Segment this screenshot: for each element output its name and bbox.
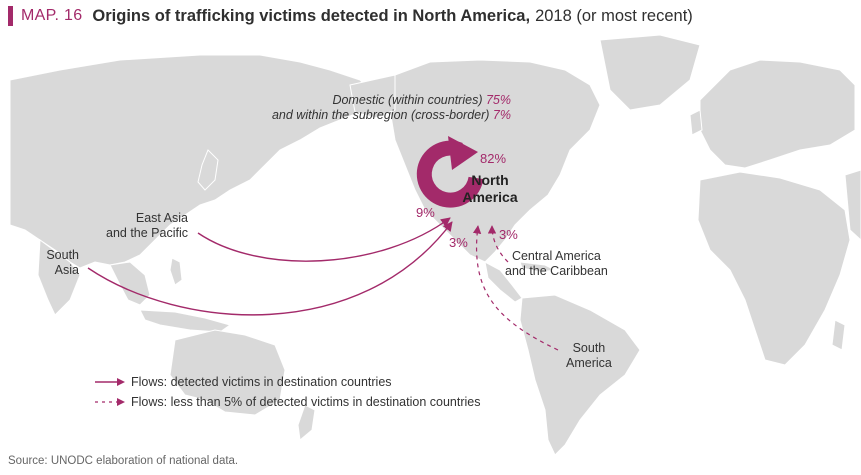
landmass-australia: [169, 329, 286, 416]
landmass-philippines: [169, 257, 183, 286]
landmass-north-america: [389, 59, 601, 263]
south-america-line1: South: [572, 341, 606, 355]
landmass-greenland: [599, 34, 701, 111]
legend-solid-label: Flows: detected victims in destination c…: [131, 375, 392, 389]
header-accent-bar: [8, 6, 13, 26]
legend-dashed-row: Flows: less than 5% of detected victims …: [95, 392, 480, 412]
landmass-alaska: [349, 74, 396, 119]
central-america-line2: and the Caribbean: [505, 264, 608, 278]
map-number: MAP. 16: [21, 7, 83, 24]
source-note: Source: UNODC elaboration of national da…: [8, 455, 239, 467]
domestic-value: 75%: [485, 93, 511, 107]
landmass-uk: [689, 109, 703, 136]
subregion-text: and within the subregion (cross-border): [271, 108, 490, 122]
domestic-text: Domestic (within countries): [332, 93, 483, 107]
south-america-label: South America: [566, 341, 612, 371]
landmass-central-america: [484, 261, 523, 303]
south-america-line2: America: [566, 356, 612, 370]
map-header: MAP. 16 Origins of trafficking victims d…: [8, 5, 693, 27]
domestic-note: Domestic (within countries) 75% and with…: [272, 93, 511, 123]
east-asia-line2: and the Pacific: [106, 226, 188, 240]
south-asia-line1: South: [46, 248, 79, 262]
landmass-india: [37, 239, 81, 316]
east-asia-line1: East Asia: [135, 211, 188, 225]
subregion-value: 7%: [492, 108, 511, 122]
flow-south-america: [472, 225, 559, 351]
map-legend: Flows: detected victims in destination c…: [95, 372, 480, 412]
central-america-label: Central America and the Caribbean: [505, 249, 608, 279]
central-america-value: 3%: [499, 227, 518, 242]
legend-solid-row: Flows: detected victims in destination c…: [95, 372, 480, 392]
south-america-value: 3%: [449, 235, 468, 250]
south-asia-label: South Asia: [46, 248, 79, 278]
landmass-europe: [699, 59, 856, 169]
landmass-africa: [697, 171, 851, 366]
flow-east-asia: [197, 217, 451, 262]
map-title-period: 2018 (or most recent): [535, 6, 693, 25]
flow-central-america: [487, 225, 509, 263]
landmass-japan: [197, 149, 219, 191]
solid-arrow-icon: [95, 378, 125, 386]
flow-south-asia: [87, 221, 453, 316]
landmass-caribbean: [519, 261, 557, 273]
dashed-arrow-icon: [95, 398, 125, 406]
east-asia-label: East Asia and the Pacific: [106, 211, 188, 241]
domestic-flow-loop: [416, 136, 484, 208]
landmass-eurasia-west: [9, 54, 376, 269]
destination-line2: America: [462, 189, 518, 205]
destination-line1: North: [471, 172, 509, 188]
destination-value: 82%: [480, 151, 507, 166]
landmass-madagascar: [831, 319, 846, 351]
landmass-south-america: [519, 294, 641, 456]
legend-dashed-label: Flows: less than 5% of detected victims …: [131, 395, 481, 409]
map-title: Origins of trafficking victims detected …: [92, 6, 531, 25]
central-america-line1: Central America: [511, 249, 601, 263]
landmass-arabia: [844, 169, 861, 241]
south-asia-line2: Asia: [54, 263, 79, 277]
asia-flow-value: 9%: [416, 205, 435, 220]
destination-label: North America: [454, 172, 526, 206]
landmass-new-zealand: [297, 404, 316, 441]
